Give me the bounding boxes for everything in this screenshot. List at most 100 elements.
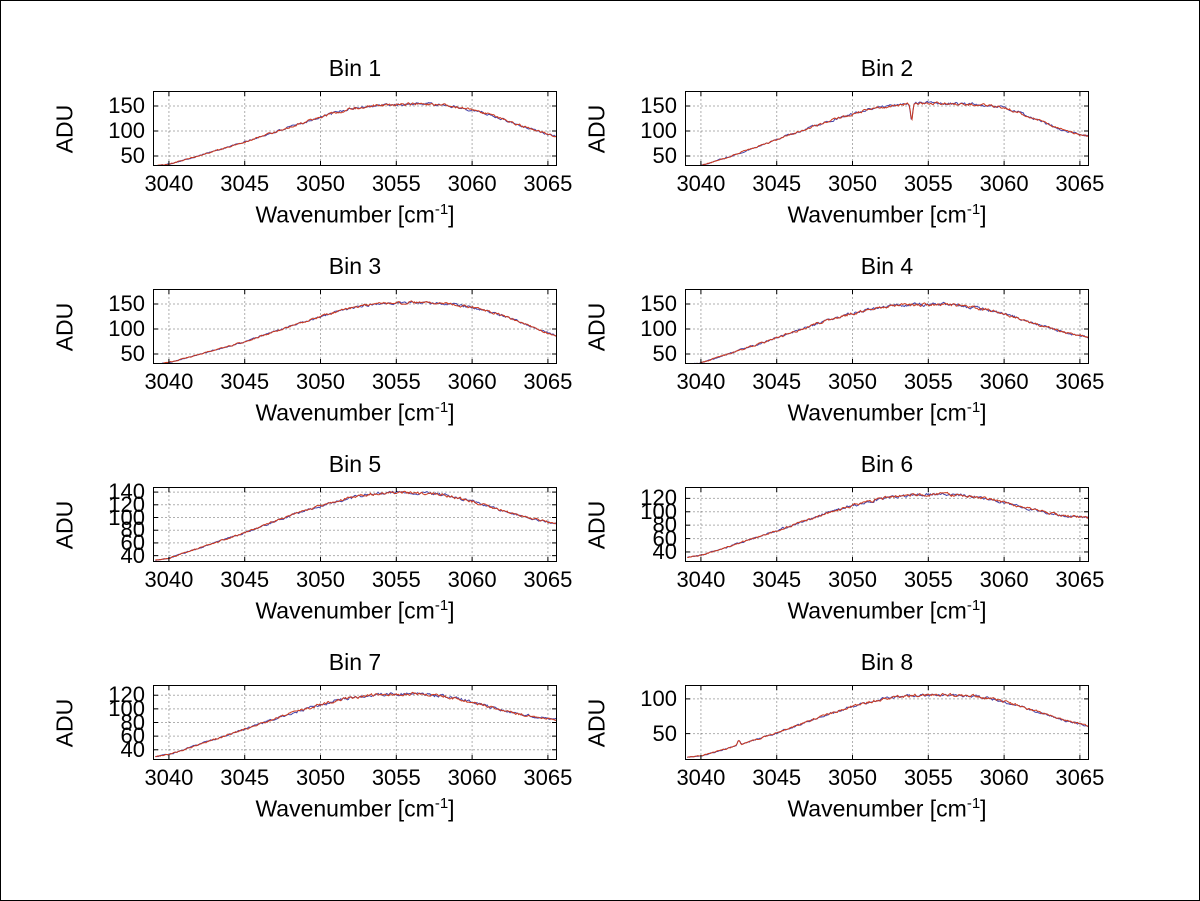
subplot-title: Bin 2 <box>860 55 914 81</box>
spectrum-curve-secondary <box>687 100 1089 166</box>
y-axis-label: ADU <box>51 500 78 549</box>
y-tick-label: 100 <box>640 316 677 341</box>
spectrum-curve-secondary <box>155 692 557 758</box>
x-axis-label-bracket: ] <box>980 201 987 228</box>
x-axis-label-text: Wavenumber [cm <box>787 201 967 228</box>
x-axis-label-text: Wavenumber [cm <box>255 795 435 822</box>
x-tick-label: 3060 <box>979 567 1029 592</box>
y-axis-label: ADU <box>51 698 78 747</box>
x-tick-label: 3065 <box>1055 567 1105 592</box>
x-tick-label: 3065 <box>1055 369 1105 394</box>
axes-frame <box>153 91 557 166</box>
y-tick-label: 40 <box>652 538 677 564</box>
y-tick-label: 50 <box>652 720 677 746</box>
x-axis-label-text: Wavenumber [cm <box>787 399 967 426</box>
x-axis-label: Wavenumber [cm-1] <box>787 399 986 427</box>
x-tick-label: 3065 <box>523 369 573 394</box>
y-tick-label: 100 <box>640 685 677 711</box>
x-axis-label-text: Wavenumber [cm <box>255 201 435 228</box>
x-axis-label-bracket: ] <box>448 795 455 822</box>
spectrum-curve-primary <box>687 692 1089 758</box>
x-axis-label-exponent: -1 <box>434 597 449 614</box>
y-tick-label: 140 <box>108 479 145 505</box>
subplot-bin-4: Bin 4 ADU Wavenumber [cm-1] 150 100 50 3040… <box>584 253 1105 426</box>
x-axis-label-bracket: ] <box>980 795 987 822</box>
x-tick-label: 3060 <box>447 765 497 790</box>
axes-frame <box>153 487 557 562</box>
y-tick-label: 50 <box>120 143 145 168</box>
x-tick-label: 3050 <box>296 567 345 592</box>
x-tick-label: 3060 <box>447 567 497 592</box>
x-axis-label-text: Wavenumber [cm <box>787 597 967 624</box>
plot-area <box>685 91 1089 166</box>
x-tick-label: 3060 <box>979 171 1029 196</box>
y-tick-label: 50 <box>652 143 677 168</box>
y-tick-label: 100 <box>108 504 145 530</box>
x-tick-label: 3045 <box>220 765 270 790</box>
x-tick-label: 3050 <box>828 369 877 394</box>
x-tick-label: 3060 <box>447 171 497 196</box>
y-axis-label: ADU <box>51 302 78 351</box>
x-axis-label-bracket: ] <box>448 399 455 426</box>
y-tick-label: 50 <box>120 341 145 366</box>
x-tick-label: 3065 <box>1055 765 1105 790</box>
x-tick-label: 3055 <box>371 369 421 394</box>
subplot-bin-6: Bin 6 ADU Wavenumber [cm-1] 120 100 80 60 40… <box>584 451 1105 624</box>
spectrum-curve-primary <box>155 490 557 561</box>
y-tick-label: 40 <box>120 542 145 568</box>
y-tick-label: 60 <box>120 529 145 555</box>
x-tick-label: 3065 <box>523 171 573 196</box>
y-tick-label: 80 <box>652 512 677 538</box>
x-tick-label: 3050 <box>828 765 877 790</box>
y-tick-label: 150 <box>640 93 677 118</box>
plot-area <box>153 685 557 760</box>
x-tick-label: 3060 <box>979 765 1029 790</box>
spectrum-curve-secondary <box>687 492 1089 558</box>
x-tick-label: 3055 <box>903 171 953 196</box>
spectrum-curve-secondary <box>155 102 557 166</box>
x-axis-label-exponent: -1 <box>966 399 981 416</box>
plot-area <box>685 487 1089 562</box>
axes-frame <box>153 289 557 364</box>
plot-area <box>153 91 557 166</box>
x-tick-label: 3060 <box>447 369 497 394</box>
x-axis-label-exponent: -1 <box>434 399 449 416</box>
x-tick-label: 3050 <box>296 171 345 196</box>
y-tick-label: 60 <box>120 723 145 749</box>
plot-area <box>153 289 557 364</box>
x-tick-label: 3045 <box>752 369 802 394</box>
y-tick-label: 40 <box>120 736 145 762</box>
y-tick-label: 100 <box>108 118 145 143</box>
x-tick-label: 3050 <box>828 171 877 196</box>
subplot-bin-8: Bin 8 ADU Wavenumber [cm-1] 100 50 3040 304… <box>584 649 1105 822</box>
spectrum-curve-secondary <box>687 301 1089 364</box>
subplot-title: Bin 5 <box>328 451 382 477</box>
x-tick-label: 3050 <box>828 567 877 592</box>
spectrum-curve-primary <box>687 491 1089 559</box>
axes-frame <box>685 487 1089 562</box>
x-tick-label: 3045 <box>220 171 270 196</box>
x-tick-label: 3045 <box>752 567 802 592</box>
y-tick-label: 100 <box>108 695 145 721</box>
subplot-bin-1: Bin 1 ADU Wavenumber [cm-1] 150 100 50 3040… <box>52 55 573 228</box>
y-tick-label: 150 <box>108 291 145 316</box>
y-tick-label: 150 <box>640 291 677 316</box>
x-axis-label-exponent: -1 <box>966 597 981 614</box>
x-axis-label-exponent: -1 <box>966 795 981 812</box>
x-tick-label: 3040 <box>144 567 194 592</box>
y-tick-label: 100 <box>640 498 677 524</box>
x-axis-label: Wavenumber [cm-1] <box>255 399 454 427</box>
x-axis-label-bracket: ] <box>448 201 455 228</box>
x-axis-label-exponent: -1 <box>434 795 449 812</box>
y-tick-label: 80 <box>120 517 145 543</box>
x-tick-label: 3040 <box>144 369 194 394</box>
axes-frame <box>685 91 1089 166</box>
y-axis-label: ADU <box>583 698 610 747</box>
axes-frame <box>685 685 1089 760</box>
x-axis-label: Wavenumber [cm-1] <box>787 201 986 229</box>
y-axis-label: ADU <box>583 104 610 153</box>
subplot-title: Bin 8 <box>860 649 914 675</box>
subplot-title: Bin 1 <box>328 55 382 81</box>
x-tick-label: 3040 <box>144 171 194 196</box>
y-tick-label: 60 <box>652 525 677 551</box>
